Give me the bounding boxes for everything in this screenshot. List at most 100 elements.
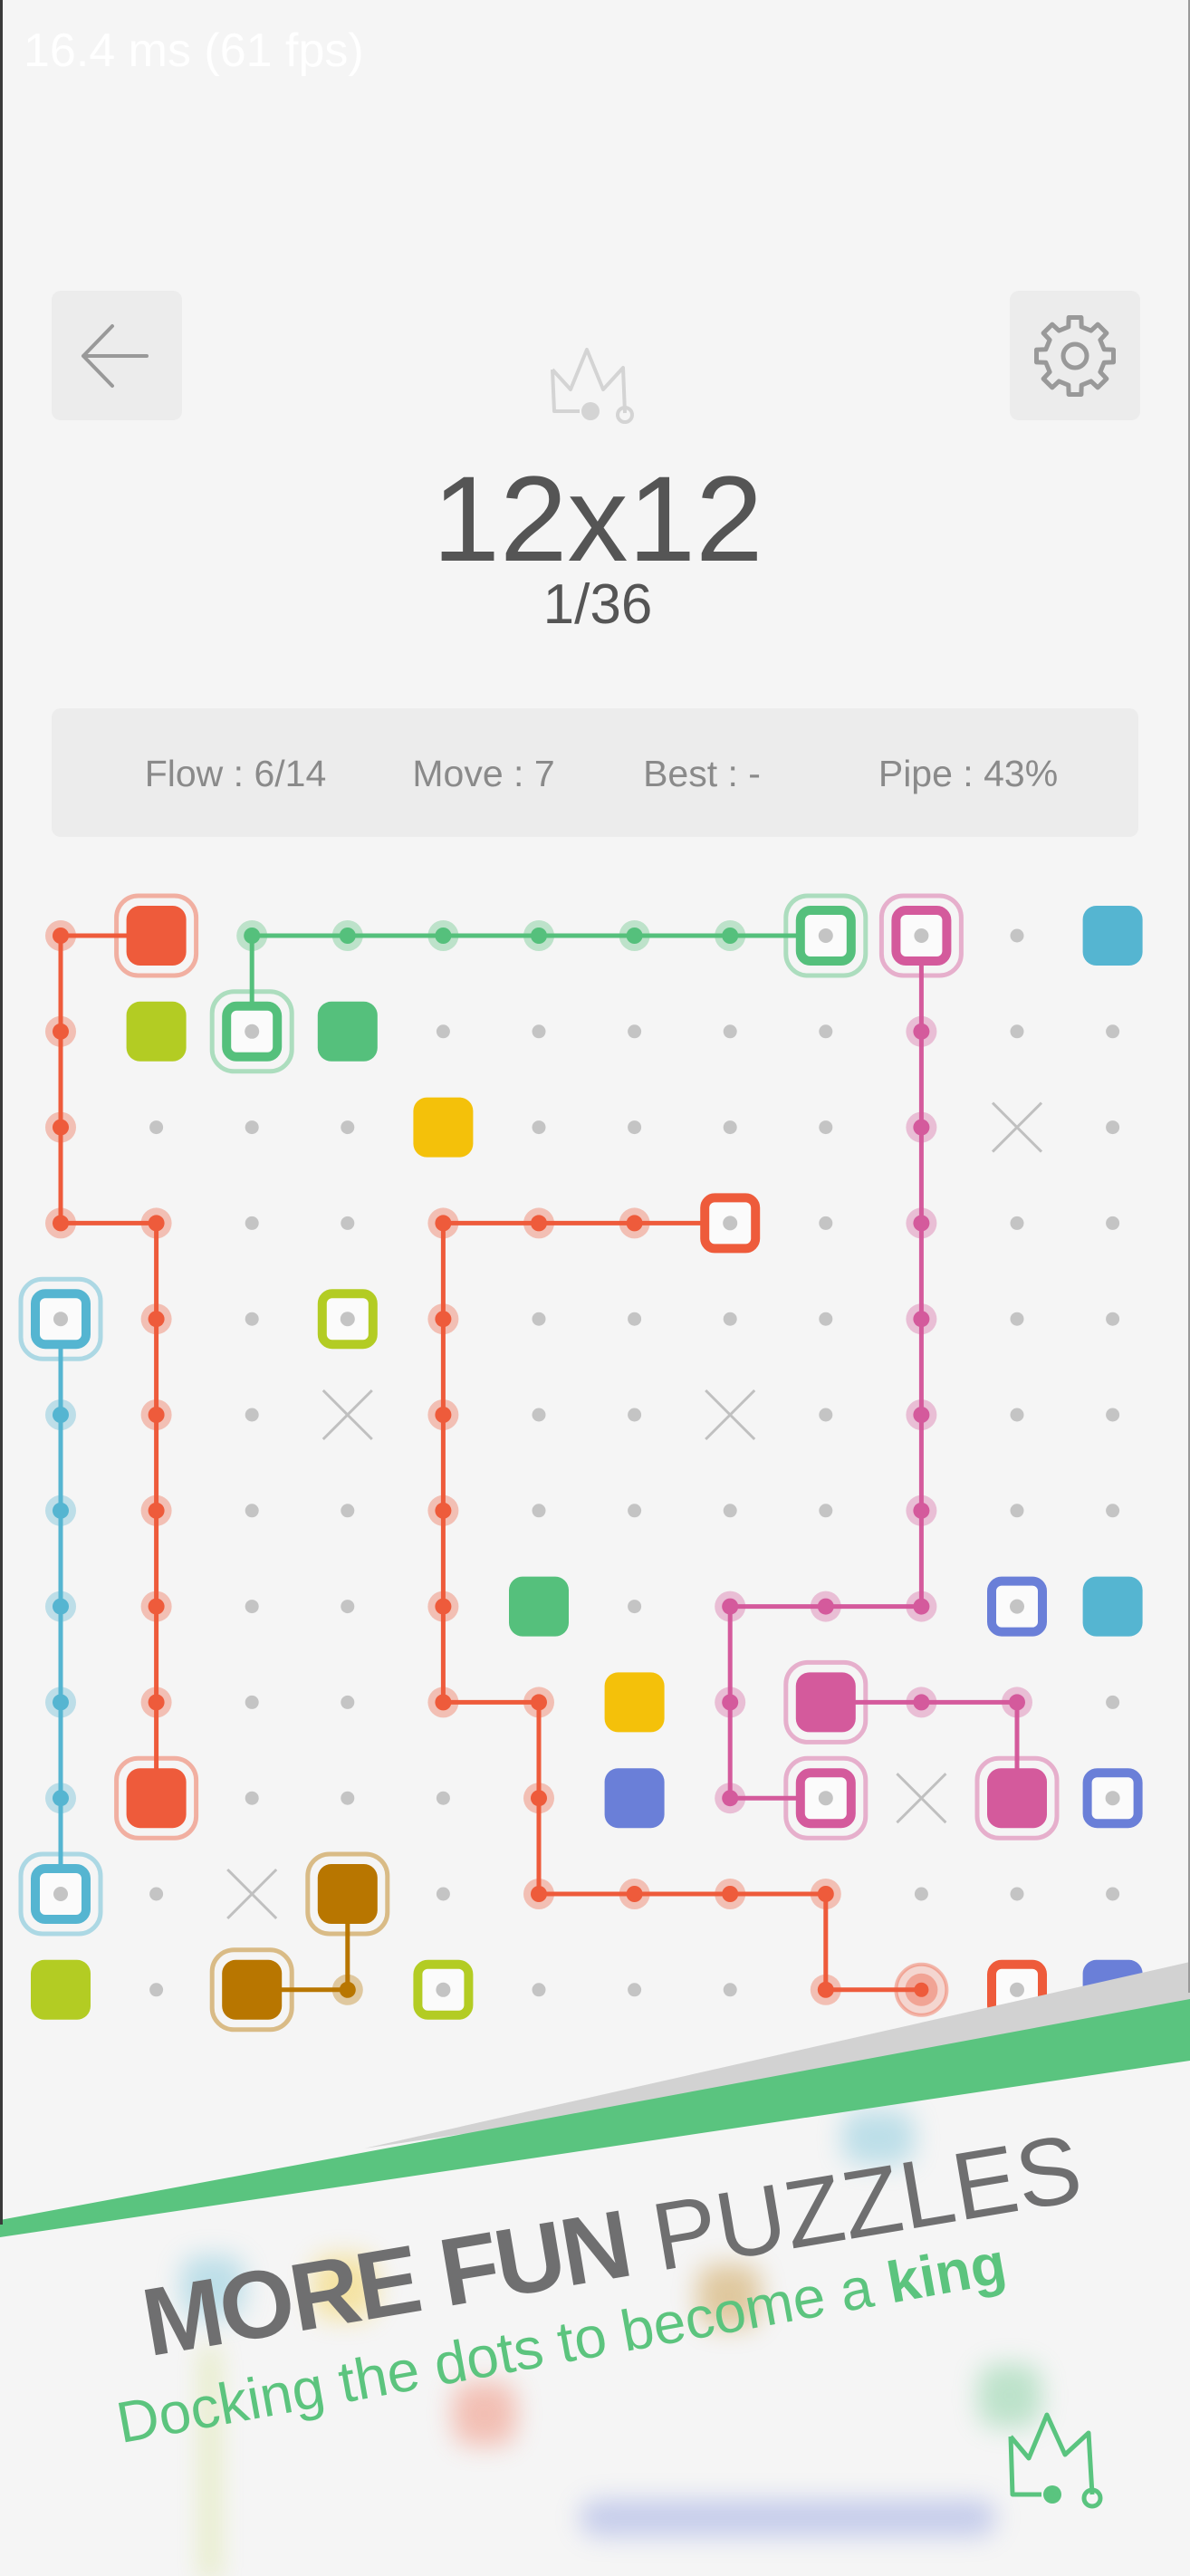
- board-cell[interactable]: [209, 1947, 294, 2033]
- board-cell[interactable]: [149, 1120, 164, 1135]
- board-cell[interactable]: [245, 1216, 259, 1230]
- board-cell[interactable]: [45, 1015, 76, 1047]
- board-cell[interactable]: [906, 1015, 937, 1047]
- board-cell[interactable]: [413, 1959, 474, 2020]
- board-cell[interactable]: [1106, 1408, 1120, 1422]
- board-cell[interactable]: [245, 1120, 259, 1135]
- board-cell[interactable]: [1106, 1024, 1120, 1039]
- board-cell[interactable]: [305, 1851, 390, 1937]
- board-cell[interactable]: [341, 1120, 355, 1135]
- board-cell[interactable]: [427, 920, 459, 951]
- board-cell[interactable]: [783, 1755, 869, 1841]
- board-cell[interactable]: [331, 920, 363, 951]
- board-cell[interactable]: [523, 1687, 554, 1718]
- board-cell[interactable]: [715, 1879, 746, 1909]
- board-cell[interactable]: [619, 1207, 650, 1239]
- board-cell[interactable]: [436, 1887, 450, 1901]
- board-cell[interactable]: [45, 1591, 76, 1622]
- board-cell[interactable]: [1010, 1312, 1024, 1326]
- board-cell[interactable]: [523, 1783, 554, 1814]
- board-cell[interactable]: [427, 1495, 459, 1526]
- board-cell[interactable]: [140, 1303, 172, 1335]
- board-cell[interactable]: [140, 1495, 172, 1526]
- board-cell[interactable]: [331, 1974, 363, 2005]
- board-cell[interactable]: [819, 1024, 833, 1039]
- board-cell[interactable]: [427, 1399, 459, 1430]
- board-cell[interactable]: [1010, 1887, 1024, 1901]
- board-cell[interactable]: [114, 1755, 199, 1841]
- board-cell[interactable]: [427, 1207, 459, 1239]
- board-cell[interactable]: [209, 989, 294, 1074]
- board-cell[interactable]: [906, 1399, 937, 1430]
- board-cell[interactable]: [427, 1303, 459, 1335]
- board-cell[interactable]: [894, 1962, 949, 2017]
- board-cell[interactable]: [991, 1101, 1043, 1153]
- board-cell[interactable]: [628, 1120, 642, 1135]
- board-cell[interactable]: [245, 1695, 259, 1709]
- board-cell[interactable]: [236, 920, 268, 951]
- board-cell[interactable]: [427, 1591, 459, 1622]
- board-cell[interactable]: [114, 893, 199, 978]
- board-cell[interactable]: [341, 1791, 355, 1805]
- board-cell[interactable]: [723, 1504, 737, 1518]
- board-cell[interactable]: [1010, 928, 1024, 943]
- board-cell[interactable]: [715, 1687, 746, 1718]
- board-cell[interactable]: [715, 1783, 746, 1814]
- board-cell[interactable]: [532, 1024, 546, 1039]
- board-cell[interactable]: [245, 1408, 259, 1422]
- board-cell[interactable]: [532, 1983, 546, 1997]
- board-cell[interactable]: [715, 920, 746, 951]
- board-cell[interactable]: [906, 1207, 937, 1239]
- board-cell[interactable]: [532, 1408, 546, 1422]
- board-cell[interactable]: [140, 1687, 172, 1718]
- board-cell[interactable]: [1106, 1120, 1120, 1135]
- board-cell[interactable]: [45, 920, 76, 951]
- board-cell[interactable]: [341, 1695, 355, 1709]
- board-cell[interactable]: [18, 1851, 103, 1937]
- board-cell[interactable]: [31, 1959, 91, 2020]
- board-cell[interactable]: [974, 1755, 1060, 1841]
- board-cell[interactable]: [523, 1879, 554, 1909]
- board-cell[interactable]: [819, 1504, 833, 1518]
- board-cell[interactable]: [509, 1576, 569, 1637]
- board-cell[interactable]: [1082, 1768, 1143, 1829]
- board-cell[interactable]: [226, 1868, 278, 1920]
- board-cell[interactable]: [427, 1687, 459, 1718]
- board-cell[interactable]: [906, 1687, 937, 1718]
- board-cell[interactable]: [628, 1600, 642, 1614]
- board-cell[interactable]: [45, 1687, 76, 1718]
- board-cell[interactable]: [906, 1303, 937, 1335]
- board-cell[interactable]: [317, 1001, 378, 1062]
- board-cell[interactable]: [1010, 1216, 1024, 1230]
- board-cell[interactable]: [245, 1504, 259, 1518]
- board-cell[interactable]: [628, 1024, 642, 1039]
- board-cell[interactable]: [1010, 1024, 1024, 1039]
- board-cell[interactable]: [1106, 1887, 1120, 1901]
- board-cell[interactable]: [1106, 1216, 1120, 1230]
- board-cell[interactable]: [723, 1024, 737, 1039]
- board-cell[interactable]: [810, 1879, 841, 1909]
- board-cell[interactable]: [604, 1672, 665, 1733]
- board-cell[interactable]: [819, 1120, 833, 1135]
- board-cell[interactable]: [628, 1983, 642, 1997]
- board-cell[interactable]: [149, 1887, 164, 1901]
- board-cell[interactable]: [341, 1216, 355, 1230]
- board-cell[interactable]: [126, 1001, 187, 1062]
- board-cell[interactable]: [705, 1389, 756, 1441]
- board-cell[interactable]: [906, 1591, 937, 1622]
- board-cell[interactable]: [1082, 1576, 1143, 1637]
- board-cell[interactable]: [532, 1504, 546, 1518]
- board-cell[interactable]: [149, 1983, 164, 1997]
- board-cell[interactable]: [245, 1600, 259, 1614]
- board-cell[interactable]: [532, 1120, 546, 1135]
- board-cell[interactable]: [906, 1495, 937, 1526]
- board-cell[interactable]: [1106, 1695, 1120, 1709]
- board-cell[interactable]: [1106, 1504, 1120, 1518]
- board-cell[interactable]: [1106, 1312, 1120, 1326]
- board-cell[interactable]: [245, 1312, 259, 1326]
- board-cell[interactable]: [341, 1504, 355, 1518]
- board-cell[interactable]: [321, 1389, 373, 1441]
- board-cell[interactable]: [723, 1983, 737, 1997]
- board-cell[interactable]: [723, 1312, 737, 1326]
- board-cell[interactable]: [341, 1600, 355, 1614]
